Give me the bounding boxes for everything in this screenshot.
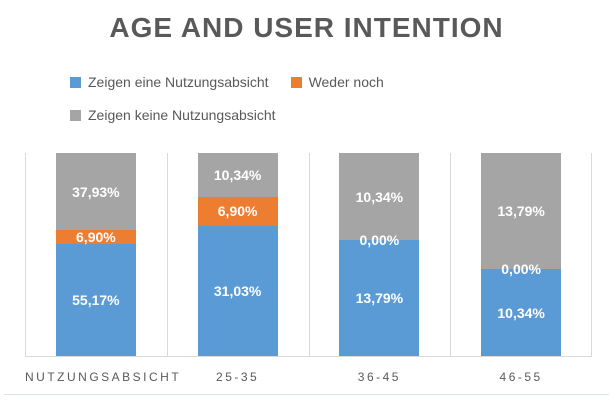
data-label: 31,03% (213, 282, 262, 299)
stacked-bar: 13,79% 0,00% 10,34% (339, 153, 420, 356)
gridline (450, 153, 451, 356)
data-label: 10,34% (355, 188, 404, 205)
stacked-bar: 10,34% 0,00% 13,79% (481, 153, 562, 356)
bar-segment (55, 230, 136, 245)
x-axis-line (25, 356, 592, 357)
gridline (25, 153, 26, 356)
legend-item: Zeigen keine Nutzungsabsicht (70, 107, 276, 123)
data-label: 10,34% (213, 166, 262, 183)
data-label: 37,93% (72, 183, 120, 200)
bar-segment (55, 244, 136, 356)
legend-label: Zeigen keine Nutzungsabsicht (88, 107, 276, 123)
stacked-bar: 31,03% 6,90% 10,34% (197, 153, 278, 356)
stacked-bar: 55,17% 6,90% 37,93% (55, 153, 136, 356)
bar-segment (339, 240, 420, 356)
data-label: 10,34% (497, 304, 545, 321)
bar-segment (197, 196, 278, 226)
legend-label: Weder noch (308, 74, 384, 90)
category-label: NUTZUNGSABSICHT (25, 370, 182, 384)
legend-swatch-orange (290, 76, 302, 88)
legend-label: Zeigen eine Nutzungsabsicht (88, 74, 269, 90)
data-label: 6,90% (76, 229, 116, 246)
bar-segment (197, 225, 278, 356)
legend-item: Weder noch (290, 74, 384, 90)
bar-segment (481, 269, 562, 356)
data-label: 6,90% (217, 203, 258, 219)
data-label: 55,17% (72, 292, 120, 309)
gridline (309, 153, 310, 356)
data-label: 13,79% (355, 290, 404, 306)
bar-segment (339, 153, 420, 240)
data-label: 0,00% (359, 232, 400, 248)
legend-swatch-blue (70, 76, 81, 88)
category-label: 46-55 (499, 370, 543, 384)
gridline (591, 153, 592, 356)
bar-segment (481, 153, 562, 270)
legend-swatch-gray (70, 109, 81, 121)
category-label: 25-35 (216, 370, 260, 384)
legend-row-2: Zeigen keine Nutzungsabsicht (70, 107, 298, 123)
plot-area: 55,17% 6,90% 37,93% 31,03% 6,90% 10,34% 13,79%… (25, 153, 592, 356)
category-label: 36-45 (357, 370, 401, 384)
data-label: 13,79% (497, 203, 545, 220)
legend-item: Zeigen eine Nutzungsabsicht (70, 74, 269, 90)
bar-segment (55, 153, 136, 230)
data-label: 0,00% (501, 261, 541, 278)
bar-segment (197, 153, 278, 197)
chart-bottom-border (4, 394, 609, 395)
chart-title: AGE AND USER INTENTION (109, 12, 504, 43)
gridline (167, 153, 168, 356)
legend-row-1: Zeigen eine Nutzungsabsicht Weder noch (70, 74, 406, 90)
